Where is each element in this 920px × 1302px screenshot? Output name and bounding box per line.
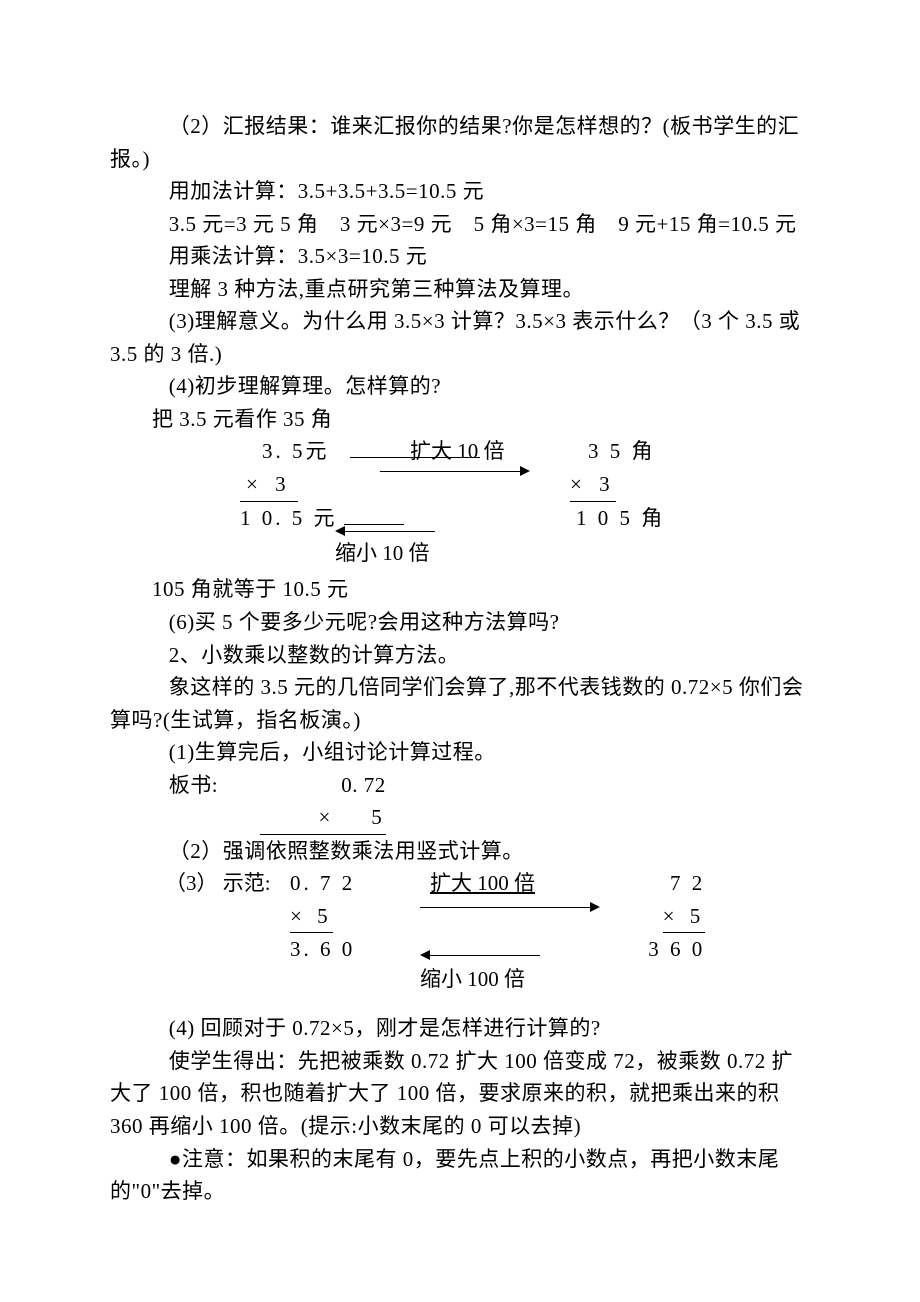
calc-value: 3 6 0	[646, 933, 705, 966]
paragraph: 把 3.5 元看作 35 角	[110, 403, 810, 436]
paragraph: （2）强调依照整数乘法用竖式计算。	[110, 835, 810, 868]
paragraph: 象这样的 3.5 元的几倍同学们会算了,那不代表钱数的 0.72×5 你们会算吗…	[110, 671, 810, 736]
paragraph: （2）汇报结果：谁来汇报你的结果?你是怎样想的？(板书学生的汇报。)	[110, 110, 810, 175]
calculation-diagram-2: （3） 示范: 0. 7 2 × 5 3. 6 0 扩大 100 倍 7 2 ×…	[110, 867, 810, 1012]
vertical-calc-intro: 板书: 0. 72 × 5	[110, 769, 810, 835]
calc-value: 7 2	[670, 867, 705, 900]
calc-value: 0. 72	[341, 773, 386, 797]
paragraph: (1)生算完后，小组讨论计算过程。	[110, 736, 810, 769]
paragraph: 105 角就等于 10.5 元	[110, 573, 810, 606]
calculation-diagram-1: 3. 5元 × 3 1 0. 5 元 扩大 10 倍 3 5 角 × 3 1 0…	[110, 435, 810, 573]
calc-value: 1 0 5 角	[576, 502, 665, 535]
paragraph: 用乘法计算：3.5×3=10.5 元	[110, 240, 810, 273]
shrink-label: 缩小 10 倍	[335, 537, 430, 570]
expand-label: 扩大 10 倍	[410, 435, 505, 468]
paragraph: 2、小数乘以整数的计算方法。	[110, 639, 810, 672]
shrink-label: 缩小 100 倍	[420, 963, 525, 996]
paragraph: 使学生得出：先把被乘数 0.72 扩大 100 倍变成 72，被乘数 0.72 …	[110, 1045, 810, 1143]
paragraph: (4) 回顾对于 0.72×5，刚才是怎样进行计算的?	[110, 1012, 810, 1045]
paragraph: 用加法计算：3.5+3.5+3.5=10.5 元	[110, 175, 810, 208]
paragraph: (3)理解意义。为什么用 3.5×3 计算？3.5×3 表示什么？（3 个 3.…	[110, 305, 810, 370]
calc-value: 1 0. 5 元	[240, 502, 480, 535]
calc-value: × 3	[240, 468, 480, 502]
paragraph: (6)买 5 个要多少元呢?会用这种方法算吗?	[110, 606, 810, 639]
expand-label: 扩大 100 倍	[430, 867, 535, 900]
paragraph: 3.5 元=3 元 5 角 3 元×3=9 元 5 角×3=15 角 9 元+1…	[110, 208, 810, 241]
calc-value: 3 5 角	[588, 435, 665, 468]
calc-value: 3. 6 0	[290, 933, 355, 966]
demo-label: （3） 示范:	[165, 867, 271, 900]
calc-value: × 5	[260, 801, 386, 835]
calc-value: 0. 7 2	[290, 867, 355, 900]
paragraph: ●注意：如果积的末尾有 0，要先点上积的小数点，再把小数末尾的"0"去掉。	[110, 1143, 810, 1208]
document-page: （2）汇报结果：谁来汇报你的结果?你是怎样想的？(板书学生的汇报。) 用加法计算…	[0, 0, 920, 1302]
calc-value: × 5	[640, 900, 705, 934]
calc-value: × 5	[290, 900, 355, 934]
paragraph: (4)初步理解算理。怎样算的?	[110, 370, 810, 403]
calc-value: × 3	[570, 468, 665, 502]
vertical-calculation: 0. 72 × 5	[260, 769, 386, 835]
paragraph: 理解 3 种方法,重点研究第三种算法及算理。	[110, 273, 810, 306]
